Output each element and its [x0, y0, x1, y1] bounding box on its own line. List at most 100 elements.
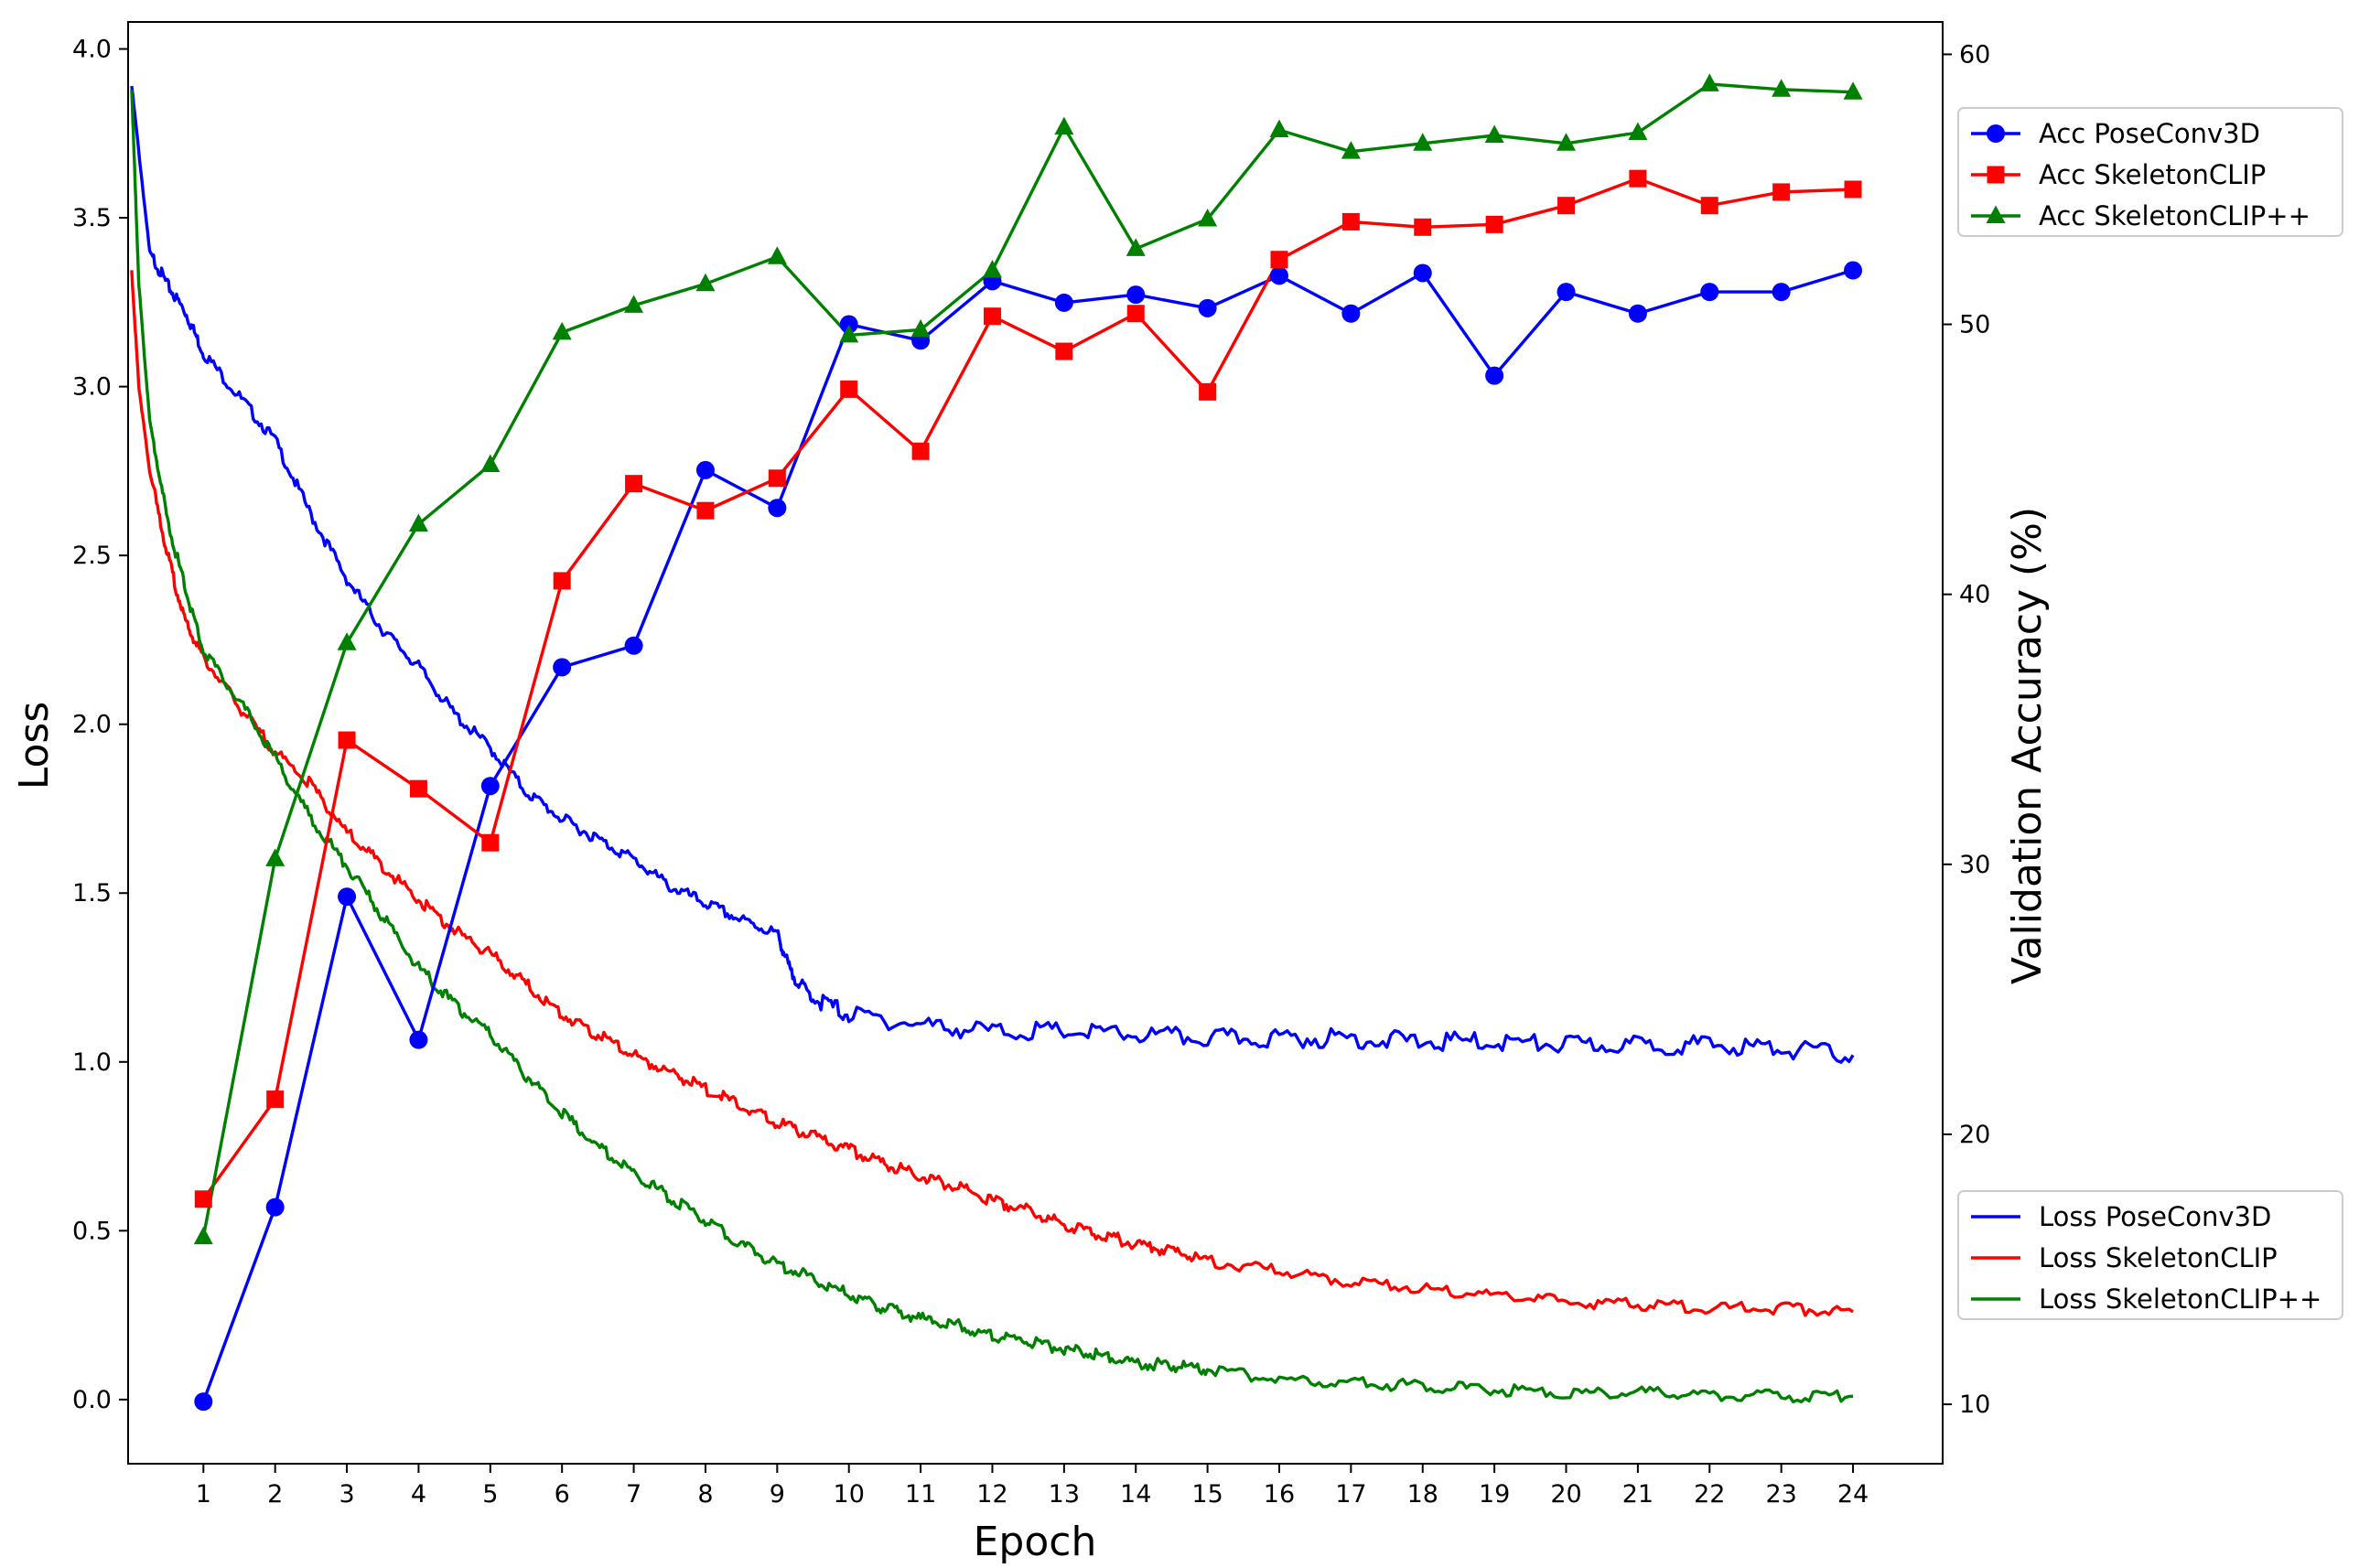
- point-acc-poseconv3d-20: [1557, 283, 1576, 302]
- x-tick-label: 12: [976, 1480, 1007, 1509]
- left-axis-ticks: 0.0 0.5 1.0 1.5 2.0 2.5 3.0 3.5 4.0: [72, 36, 128, 1414]
- point-acc-poseconv3d-2: [265, 1197, 285, 1217]
- point-acc-skeletonclippp-4: [408, 513, 428, 532]
- point-acc-poseconv3d-10: [839, 315, 858, 334]
- point-acc-skeletonclippp-16: [1269, 119, 1289, 138]
- point-acc-skeletonclippp-20: [1557, 133, 1577, 151]
- x-tick-label: 1: [196, 1480, 211, 1509]
- point-acc-poseconv3d-3: [338, 887, 357, 907]
- point-acc-poseconv3d-18: [1413, 263, 1432, 283]
- point-acc-poseconv3d-13: [1054, 293, 1073, 312]
- legend-label-acc-skeletonclippp: Acc SkeletonCLIP++: [2039, 200, 2311, 231]
- right-tick-label: 30: [1959, 851, 1990, 879]
- line-loss-poseconv3d: [130, 85, 1855, 1064]
- point-acc-skeletonclip-7: [625, 475, 643, 493]
- point-acc-skeletonclippp-1: [193, 1226, 213, 1245]
- point-acc-poseconv3d-7: [624, 636, 643, 655]
- axes-group: [127, 21, 1944, 1465]
- left-tick-label: 2.5: [72, 542, 112, 570]
- x-tick-label: 22: [1694, 1480, 1725, 1509]
- x-tick-label: 8: [697, 1480, 713, 1509]
- point-acc-skeletonclippp-22: [1699, 73, 1719, 91]
- x-tick-label: 20: [1550, 1480, 1581, 1509]
- right-tick-label: 60: [1959, 40, 1990, 69]
- point-acc-skeletonclip-14: [1126, 305, 1145, 323]
- line-loss-skeletonclippp: [130, 90, 1854, 1404]
- x-tick-label: 4: [411, 1480, 426, 1509]
- loss-lines-group: [130, 85, 1855, 1404]
- point-acc-skeletonclip-24: [1844, 180, 1862, 199]
- x-axis-label: Epoch: [974, 1519, 1097, 1565]
- point-acc-skeletonclip-22: [1700, 197, 1718, 215]
- point-acc-skeletonclippp-7: [624, 295, 644, 313]
- point-acc-skeletonclippp-5: [480, 454, 501, 473]
- point-acc-skeletonclip-11: [911, 442, 930, 460]
- point-acc-skeletonclip-2: [266, 1090, 285, 1109]
- point-acc-skeletonclippp-18: [1413, 133, 1433, 151]
- point-acc-skeletonclippp-13: [1054, 116, 1074, 135]
- loss-legend: Loss PoseConv3D Loss SkeletonCLIP Loss Ske…: [1957, 1190, 2343, 1320]
- point-acc-poseconv3d-22: [1700, 283, 1719, 302]
- point-acc-skeletonclippp-2: [265, 848, 285, 866]
- point-acc-skeletonclip-20: [1557, 197, 1576, 215]
- point-acc-skeletonclip-15: [1199, 382, 1217, 401]
- left-tick-label: 2.0: [72, 711, 112, 739]
- legend-marker-acc-poseconv3d: [1987, 124, 2005, 143]
- point-acc-skeletonclippp-11: [910, 318, 931, 338]
- left-tick-label: 0.0: [72, 1386, 112, 1414]
- point-acc-skeletonclip-21: [1629, 169, 1647, 188]
- point-acc-poseconv3d-9: [768, 499, 787, 518]
- point-acc-skeletonclippp-6: [552, 321, 572, 340]
- point-acc-skeletonclippp-21: [1628, 122, 1648, 141]
- accuracy-lines-group: [201, 82, 1854, 1402]
- x-tick-label: 19: [1479, 1480, 1510, 1509]
- left-tick-label: 4.0: [72, 36, 112, 64]
- accuracy-legend: Acc PoseConv3D Acc SkeletonCLIP Acc Skelet…: [1957, 107, 2343, 237]
- x-tick-label: 10: [834, 1480, 865, 1509]
- point-acc-skeletonclippp-24: [1843, 81, 1863, 100]
- right-tick-label: 50: [1959, 311, 1990, 339]
- point-acc-skeletonclip-3: [338, 731, 356, 749]
- point-acc-skeletonclippp-3: [337, 632, 357, 650]
- x-tick-label: 23: [1765, 1480, 1796, 1509]
- x-tick-label: 13: [1049, 1480, 1080, 1509]
- point-acc-skeletonclippp-9: [767, 246, 787, 264]
- accuracy-markers-group: [193, 73, 1863, 1412]
- point-acc-poseconv3d-16: [1269, 266, 1288, 285]
- legend-label-acc-skeletonclip: Acc SkeletonCLIP: [2039, 159, 2266, 190]
- x-tick-label: 21: [1622, 1480, 1654, 1509]
- x-tick-label: 11: [905, 1480, 936, 1509]
- point-acc-poseconv3d-23: [1772, 283, 1791, 302]
- line-acc-skeletonclip: [201, 177, 1854, 1200]
- right-tick-label: 10: [1959, 1391, 1990, 1419]
- x-tick-label: 9: [770, 1480, 785, 1509]
- point-acc-skeletonclippp-23: [1772, 79, 1792, 97]
- point-acc-poseconv3d-15: [1198, 298, 1217, 317]
- point-acc-poseconv3d-5: [480, 777, 500, 796]
- legend-label-loss-poseconv3d: Loss PoseConv3D: [2039, 1201, 2271, 1232]
- point-acc-poseconv3d-4: [409, 1030, 428, 1049]
- legend-label-loss-skeletonclippp: Loss SkeletonCLIP++: [2039, 1283, 2322, 1315]
- point-acc-skeletonclip-6: [553, 572, 571, 590]
- point-acc-skeletonclip-5: [481, 833, 500, 852]
- left-tick-label: 1.0: [72, 1048, 112, 1077]
- point-acc-skeletonclip-23: [1772, 183, 1791, 201]
- point-acc-skeletonclippp-17: [1341, 141, 1361, 159]
- legend-label-acc-poseconv3d: Acc PoseConv3D: [2039, 118, 2260, 149]
- point-acc-skeletonclip-17: [1341, 212, 1360, 231]
- x-tick-label: 6: [555, 1480, 570, 1509]
- x-tick-label: 7: [626, 1480, 641, 1509]
- point-acc-poseconv3d-17: [1341, 304, 1361, 323]
- point-acc-poseconv3d-14: [1126, 285, 1146, 305]
- x-tick-label: 24: [1837, 1480, 1869, 1509]
- point-acc-poseconv3d-8: [695, 460, 715, 479]
- right-axis-ticks: 10 20 30 40 50 60: [1943, 40, 1990, 1419]
- point-acc-poseconv3d-1: [194, 1392, 213, 1412]
- left-tick-label: 0.5: [72, 1217, 112, 1245]
- right-tick-label: 40: [1959, 581, 1990, 609]
- right-tick-label: 20: [1959, 1121, 1990, 1149]
- point-acc-skeletonclip-9: [768, 469, 786, 488]
- left-tick-label: 3.0: [72, 373, 112, 402]
- point-acc-skeletonclippp-8: [695, 273, 716, 292]
- line-acc-poseconv3d: [201, 268, 1854, 1402]
